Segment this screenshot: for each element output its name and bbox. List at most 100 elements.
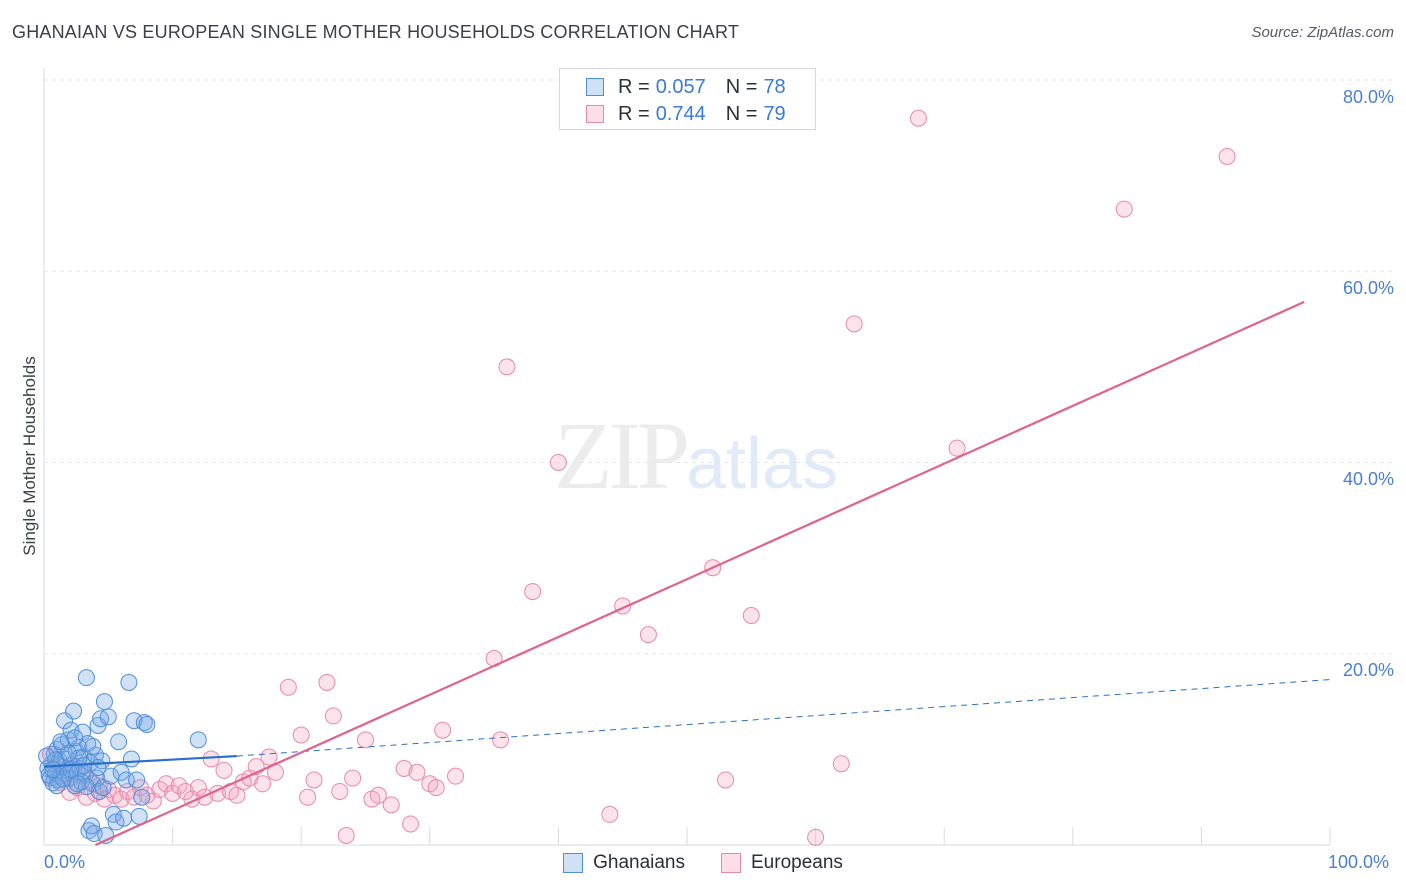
legend-swatch-europeans <box>721 853 741 873</box>
legend-r-value-ghanaians: 0.057 <box>655 75 706 98</box>
european-point-44 <box>305 771 323 789</box>
ghanaian-point-48 <box>107 813 125 831</box>
legend-n-label: N = <box>725 102 758 125</box>
european-point-22 <box>151 781 169 799</box>
ghanaian-point-45 <box>99 708 117 726</box>
x-tick-max: 100.0% <box>1328 852 1390 872</box>
ghanaian-point-49 <box>110 733 128 751</box>
european-point-73 <box>832 755 850 773</box>
legend-r-value-europeans: 0.744 <box>655 102 706 125</box>
ghanaian-point-31 <box>80 822 98 840</box>
european-point-25 <box>170 777 188 795</box>
ghanaian-trend-line <box>43 754 237 768</box>
european-point-70 <box>717 771 735 789</box>
ghanaian-point-61 <box>189 731 207 749</box>
legend-swatch-ghanaians <box>586 78 604 96</box>
ghanaian-point-71 <box>48 777 66 795</box>
ghanaian-point-58 <box>133 788 151 806</box>
legend-r-label: R = <box>618 102 650 125</box>
ghanaian-point-73 <box>68 775 86 793</box>
european-point-42 <box>292 726 310 744</box>
ghanaian-point-53 <box>120 673 138 691</box>
legend-swatch-ghanaians <box>563 853 584 873</box>
european-point-53 <box>382 796 400 814</box>
ghanaian-point-56 <box>128 771 146 789</box>
european-point-38 <box>254 775 272 793</box>
european-point-30 <box>202 750 220 768</box>
european-point-52 <box>369 786 387 804</box>
european-point-62 <box>492 731 510 749</box>
legend-label-europeans: Europeans <box>751 852 843 873</box>
european-point-72 <box>807 828 825 846</box>
y-axis-label: Single Mother Households <box>20 356 39 556</box>
european-point-68 <box>639 626 657 644</box>
ghanaian-point-77 <box>66 729 84 747</box>
european-point-28 <box>189 779 207 797</box>
european-point-63 <box>498 358 516 376</box>
european-point-45 <box>318 673 336 691</box>
european-point-43 <box>299 788 317 806</box>
series-legend: Ghanaians Europeans <box>0 852 1406 874</box>
ghanaian-point-60 <box>138 716 156 734</box>
ghanaian-point-68 <box>84 738 102 756</box>
ghanaian-point-43 <box>95 693 113 711</box>
european-point-59 <box>434 721 452 739</box>
y-tick-80: 80.0% <box>1342 87 1394 107</box>
ghanaian-point-75 <box>52 733 70 751</box>
ghanaian-trend-line-extrapolated <box>236 679 1331 757</box>
correlation-legend: R = 0.057 N = 78 R = 0.744 N = 79 <box>559 68 816 130</box>
source-label: Source: ZipAtlas.com <box>1251 24 1394 41</box>
european-point-66 <box>601 805 619 823</box>
european-point-58 <box>427 779 445 797</box>
ghanaian-point-12 <box>56 712 74 730</box>
european-point-50 <box>357 731 374 749</box>
y-tick-40: 40.0% <box>1342 469 1394 489</box>
european-point-71 <box>742 607 760 624</box>
european-point-55 <box>402 815 420 833</box>
european-point-75 <box>909 109 927 127</box>
ghanaian-point-69 <box>89 759 107 777</box>
legend-row-ghanaians: R = 0.057 N = 78 <box>586 75 786 99</box>
legend-n-label: N = <box>725 75 758 98</box>
legend-n-value-ghanaians: 78 <box>763 75 786 98</box>
watermark-atlas: atlas <box>686 424 839 504</box>
ghanaian-point-55 <box>125 712 143 730</box>
european-trend-line <box>94 300 1305 847</box>
ghanaian-point-59 <box>135 714 153 732</box>
ghanaian-point-29 <box>77 669 95 687</box>
european-point-48 <box>337 826 355 844</box>
european-point-47 <box>331 782 349 800</box>
y-tick-60: 60.0% <box>1342 278 1394 298</box>
european-point-49 <box>344 769 362 787</box>
chart-title: GHANAIAN VS EUROPEAN SINGLE MOTHER HOUSE… <box>12 22 740 42</box>
ghanaian-point-54 <box>122 750 140 768</box>
european-point-77 <box>1115 200 1133 218</box>
european-point-23 <box>157 775 175 793</box>
european-point-54 <box>395 760 413 777</box>
watermark: ZIPatlas <box>554 400 838 511</box>
european-point-60 <box>447 767 465 785</box>
european-point-32 <box>215 761 233 779</box>
legend-swatch-europeans <box>586 105 604 123</box>
ghanaian-point-19 <box>65 702 83 720</box>
legend-n-value-europeans: 79 <box>763 102 786 125</box>
legend-label-ghanaians: Ghanaians <box>593 852 685 873</box>
european-point-76 <box>948 439 966 457</box>
european-point-78 <box>1218 148 1236 165</box>
european-point-56 <box>408 763 426 781</box>
x-tick-min: 0.0% <box>44 852 86 872</box>
european-point-65 <box>549 454 567 471</box>
watermark-zip: ZIP <box>554 402 690 509</box>
legend-item-europeans[interactable]: Europeans <box>721 852 843 874</box>
european-point-41 <box>279 678 297 696</box>
legend-row-europeans: R = 0.744 N = 79 <box>586 102 786 126</box>
european-point-74 <box>845 315 863 333</box>
ghanaian-point-51 <box>115 809 133 827</box>
european-point-46 <box>324 707 342 725</box>
y-tick-20: 20.0% <box>1342 660 1394 680</box>
european-point-64 <box>524 583 542 601</box>
legend-r-label: R = <box>618 75 650 98</box>
legend-item-ghanaians[interactable]: Ghanaians <box>563 852 685 874</box>
european-point-39 <box>260 748 278 766</box>
